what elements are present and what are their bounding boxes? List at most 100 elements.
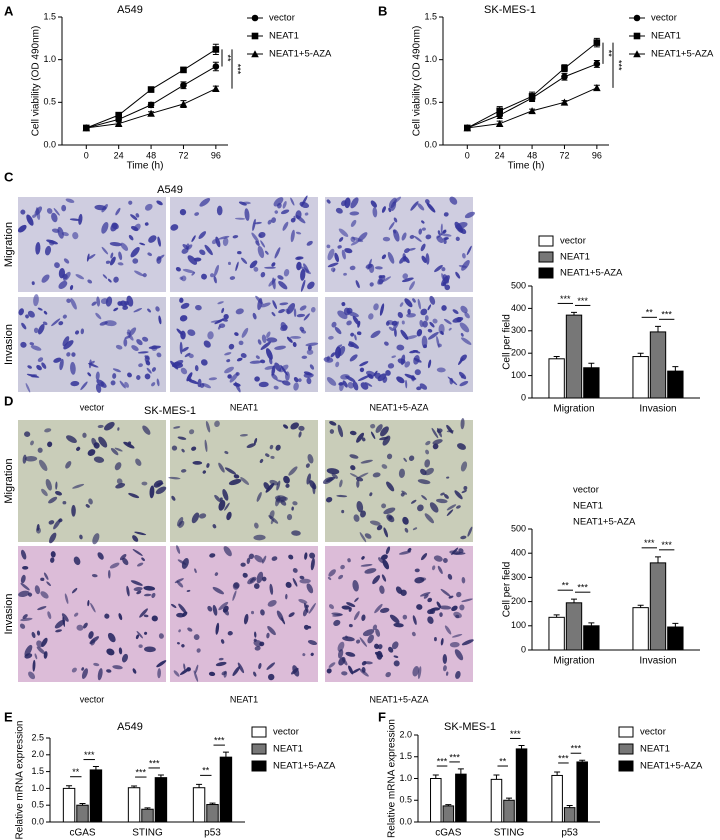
cell	[144, 355, 150, 363]
cell	[40, 577, 45, 582]
series-line	[467, 42, 598, 129]
cell	[326, 199, 331, 204]
cell	[30, 345, 42, 351]
bar	[565, 314, 583, 399]
cell	[452, 309, 459, 315]
cell	[61, 613, 69, 622]
cell	[62, 336, 70, 347]
cell	[223, 608, 230, 616]
cell	[289, 336, 302, 339]
cell	[358, 375, 370, 382]
cell	[444, 284, 451, 291]
cell	[370, 330, 381, 339]
cell	[252, 577, 256, 581]
cell	[193, 634, 200, 640]
cell	[53, 519, 61, 530]
cell	[186, 372, 193, 382]
cell	[37, 357, 44, 363]
cell	[234, 217, 246, 220]
cell	[424, 315, 429, 322]
cell	[214, 572, 219, 576]
y-tick-label: 200	[511, 348, 526, 358]
cell	[285, 581, 292, 588]
cell	[271, 311, 276, 317]
cell	[440, 330, 444, 335]
row-label: Invasion	[3, 324, 15, 365]
micrograph	[168, 420, 318, 542]
cell	[265, 348, 273, 360]
cell	[403, 255, 410, 264]
cell	[456, 505, 461, 509]
cell	[290, 197, 295, 206]
cell	[387, 363, 395, 369]
cell	[349, 454, 359, 459]
cell	[156, 378, 160, 387]
cell	[59, 358, 64, 371]
cell	[137, 351, 149, 354]
cell	[360, 459, 373, 464]
cell	[401, 320, 405, 325]
cell	[295, 231, 302, 235]
cell	[267, 599, 277, 607]
cell	[292, 342, 297, 348]
cell	[359, 668, 369, 677]
significance-label: ***	[577, 583, 588, 593]
y-tick-label: 500	[511, 280, 526, 290]
cell	[273, 197, 284, 207]
cell	[286, 336, 293, 343]
significance-label: ***	[149, 758, 160, 768]
cell	[386, 481, 395, 492]
cell	[96, 296, 101, 307]
cell	[367, 258, 372, 270]
cell	[350, 332, 355, 337]
x-tick-label: p53	[561, 828, 578, 839]
cell	[69, 284, 74, 291]
cell	[337, 245, 342, 249]
cell	[70, 381, 80, 387]
micrograph-bg	[325, 197, 473, 292]
cell	[64, 593, 69, 604]
cell	[227, 631, 233, 636]
cell	[368, 313, 374, 320]
legend-label: vector	[651, 13, 677, 24]
cell	[249, 260, 258, 269]
cell	[292, 577, 298, 587]
marker	[147, 101, 155, 109]
significance-label: **	[202, 766, 210, 776]
cell	[112, 368, 122, 373]
legend-label: NEAT1	[269, 31, 299, 42]
cell	[239, 433, 249, 437]
error-bar	[655, 325, 661, 332]
cell	[446, 476, 450, 479]
cell	[280, 324, 288, 332]
cell	[24, 431, 31, 437]
cell	[151, 345, 158, 351]
cell	[151, 367, 156, 372]
cell	[402, 273, 409, 280]
cell	[454, 490, 463, 500]
cell	[110, 447, 119, 456]
cell	[156, 660, 167, 668]
cell	[306, 473, 311, 485]
cell	[341, 301, 346, 307]
cell	[462, 253, 466, 259]
cell	[345, 635, 348, 639]
significance-label: ***	[571, 744, 582, 754]
cell	[212, 586, 224, 595]
cell	[20, 549, 27, 560]
cell	[436, 428, 443, 433]
cell	[211, 239, 218, 245]
x-tick-label: p53	[204, 828, 221, 839]
cell	[234, 332, 239, 336]
cell	[212, 604, 218, 616]
cell	[464, 211, 475, 219]
chart-title: A549	[117, 721, 143, 733]
cell	[346, 320, 352, 326]
cell	[235, 261, 239, 272]
cell	[422, 320, 428, 328]
panel-letter: A	[4, 3, 14, 18]
cell	[26, 214, 34, 226]
panel-title: A549	[157, 184, 183, 196]
bar	[141, 808, 154, 823]
cell	[41, 274, 50, 283]
